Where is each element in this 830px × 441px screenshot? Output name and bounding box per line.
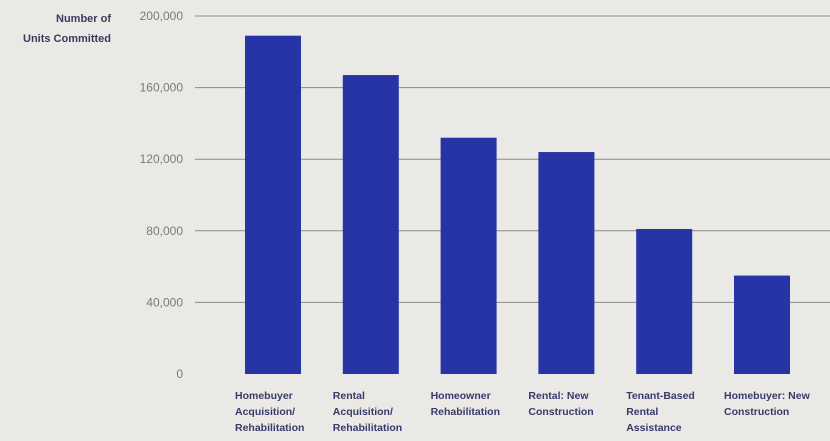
bar	[734, 275, 790, 374]
x-category-label-line: Homeowner	[431, 390, 491, 402]
x-category-label-line: Assistance	[626, 422, 682, 434]
x-category-label-line: Acquisition/	[333, 406, 393, 418]
x-category-label-line: Rehabilitation	[431, 406, 500, 418]
x-category-label-line: Rental	[626, 406, 658, 418]
bar	[342, 75, 399, 374]
x-category-label: Rental Acquisition/Rehabilitation	[333, 390, 402, 434]
y-tick-label: 120,000	[140, 152, 184, 166]
x-category-label-line: Homebuyer: New	[724, 390, 811, 402]
x-category-label-line: Tenant-Based	[626, 390, 695, 402]
bar	[245, 35, 301, 374]
bar	[538, 152, 595, 374]
bar	[440, 137, 497, 374]
x-category-label-line: Construction	[724, 406, 789, 418]
x-category-label: Homebuyer Acquisition/Rehabilitation	[235, 390, 304, 434]
y-axis-label: Number of Units Committed	[23, 13, 111, 45]
x-category-label-line: Homebuyer	[235, 390, 293, 402]
y-tick-label: 80,000	[146, 224, 183, 238]
y-axis-ticks: 0 40,000 80,000 120,000 160,000 200,000	[140, 9, 184, 381]
y-axis-label-line-2: Units Committed	[23, 33, 111, 45]
y-tick-label: 40,000	[146, 295, 183, 309]
y-tick-label: 160,000	[140, 81, 184, 95]
x-category-label-line: Rehabilitation	[333, 422, 402, 434]
y-tick-label: 200,000	[140, 9, 184, 23]
bar	[636, 229, 693, 374]
x-category-label-line: Rental: New	[528, 390, 589, 402]
x-category-label: Homebuyer: New Construction	[724, 390, 811, 418]
x-category-label-line: Rehabilitation	[235, 422, 304, 434]
bars	[245, 35, 790, 374]
x-category-label-line: Rental	[333, 390, 365, 402]
x-category-label-line: Acquisition/	[235, 406, 295, 418]
x-category-label: Rental: New Construction	[528, 390, 593, 418]
x-category-label: Tenant-Based Rental Assistance	[626, 390, 695, 434]
x-category-label: Homeowner Rehabilitation	[431, 390, 500, 418]
x-category-label-line: Construction	[528, 406, 593, 418]
x-axis-categories: Homebuyer Acquisition/RehabilitationRenta…	[235, 390, 811, 434]
y-tick-label: 0	[176, 367, 183, 381]
y-axis-label-line-1: Number of	[56, 13, 111, 25]
